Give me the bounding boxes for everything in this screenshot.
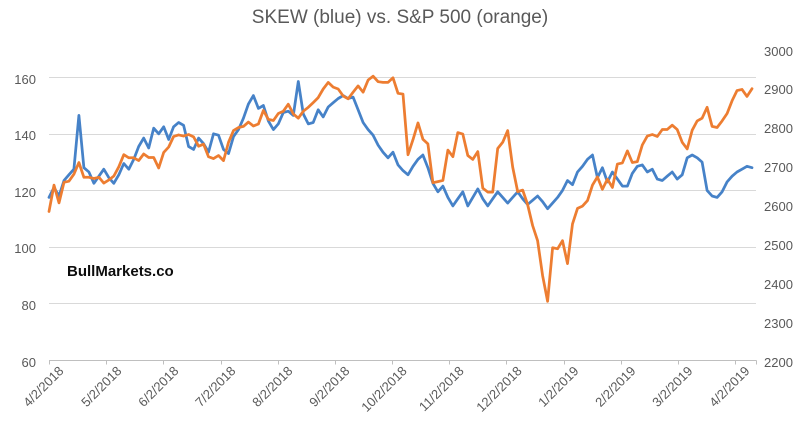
left-axis-label: 160 bbox=[14, 71, 36, 87]
right-axis-label: 2900 bbox=[764, 82, 793, 98]
skew-line bbox=[47, 80, 754, 211]
watermark: BullMarkets.co bbox=[67, 263, 174, 280]
chart-title: SKEW (blue) vs. S&P 500 (orange) bbox=[251, 7, 549, 28]
right-axis-label: 2700 bbox=[764, 160, 793, 176]
left-axis-label: 60 bbox=[21, 354, 36, 370]
right-axis-label: 2200 bbox=[764, 354, 793, 370]
left-axis-label: 80 bbox=[21, 297, 36, 313]
left-axis-label: 140 bbox=[14, 128, 36, 144]
right-axis-label: 3000 bbox=[764, 43, 793, 59]
right-axis-label: 2300 bbox=[764, 315, 793, 331]
right-axis-label: 2800 bbox=[764, 121, 793, 137]
left-axis-label: 120 bbox=[14, 184, 36, 200]
right-axis-label: 2400 bbox=[764, 276, 793, 292]
sp500-line bbox=[47, 74, 754, 303]
left-axis-label: 100 bbox=[14, 241, 36, 257]
right-axis-label: 2600 bbox=[764, 199, 793, 214]
right-axis-label: 2500 bbox=[764, 237, 793, 253]
